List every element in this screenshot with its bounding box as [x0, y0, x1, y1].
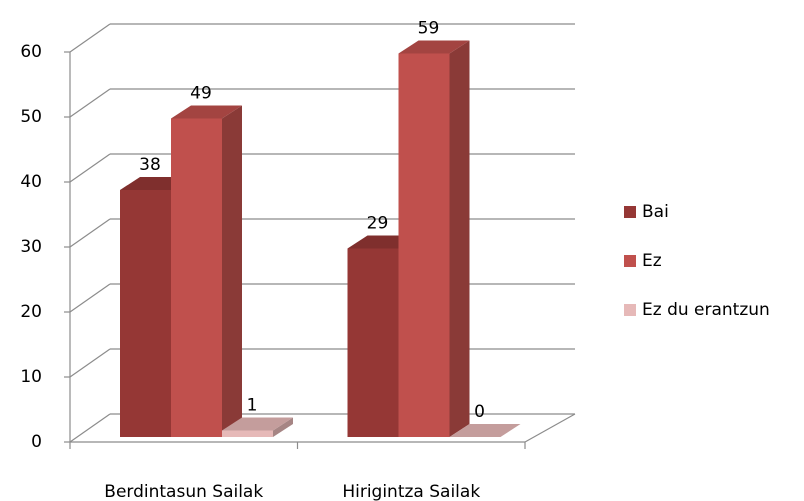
data-label: 1 [247, 396, 258, 416]
data-label: 29 [367, 214, 389, 234]
data-label: 49 [190, 84, 212, 104]
y-tick-label: 40 [20, 172, 42, 192]
bar-top [171, 105, 242, 119]
grid-line [69, 348, 111, 378]
bar [398, 53, 450, 437]
bar-side [449, 40, 470, 437]
bar-side [273, 417, 293, 437]
data-label: 38 [139, 155, 161, 175]
data-label: 0 [474, 402, 485, 422]
y-tick-label: 10 [20, 367, 42, 387]
x-tick-label: Hirigintza Sailak [342, 482, 480, 501]
y-tick-label: 0 [31, 432, 42, 452]
bar [120, 190, 171, 437]
grid-line [69, 413, 111, 443]
legend-label: Bai [642, 202, 669, 222]
bar [347, 248, 399, 437]
bar [171, 118, 222, 437]
data-label: 59 [418, 19, 440, 39]
grid-line [69, 88, 111, 118]
legend-label: Ez du erantzun [642, 300, 770, 320]
legend-swatch [624, 255, 636, 267]
bar [222, 430, 273, 437]
floor-edge [524, 413, 576, 443]
y-tick-label: 50 [20, 107, 42, 127]
y-tick-label: 30 [20, 237, 42, 257]
y-tick-label: 60 [20, 42, 42, 62]
grid-line [69, 283, 111, 313]
bar-top [398, 40, 470, 54]
bar-top [449, 424, 521, 437]
grid-line [69, 218, 111, 248]
bar-side [222, 105, 242, 437]
bar-top [222, 417, 293, 431]
grid-line [69, 23, 111, 53]
legend-label: Ez [642, 251, 662, 271]
x-tick-label: Berdintasun Sailak [104, 482, 263, 501]
y-tick-label: 20 [20, 302, 42, 322]
legend-swatch [624, 206, 636, 218]
legend-swatch [624, 304, 636, 316]
grid-line [69, 153, 111, 183]
